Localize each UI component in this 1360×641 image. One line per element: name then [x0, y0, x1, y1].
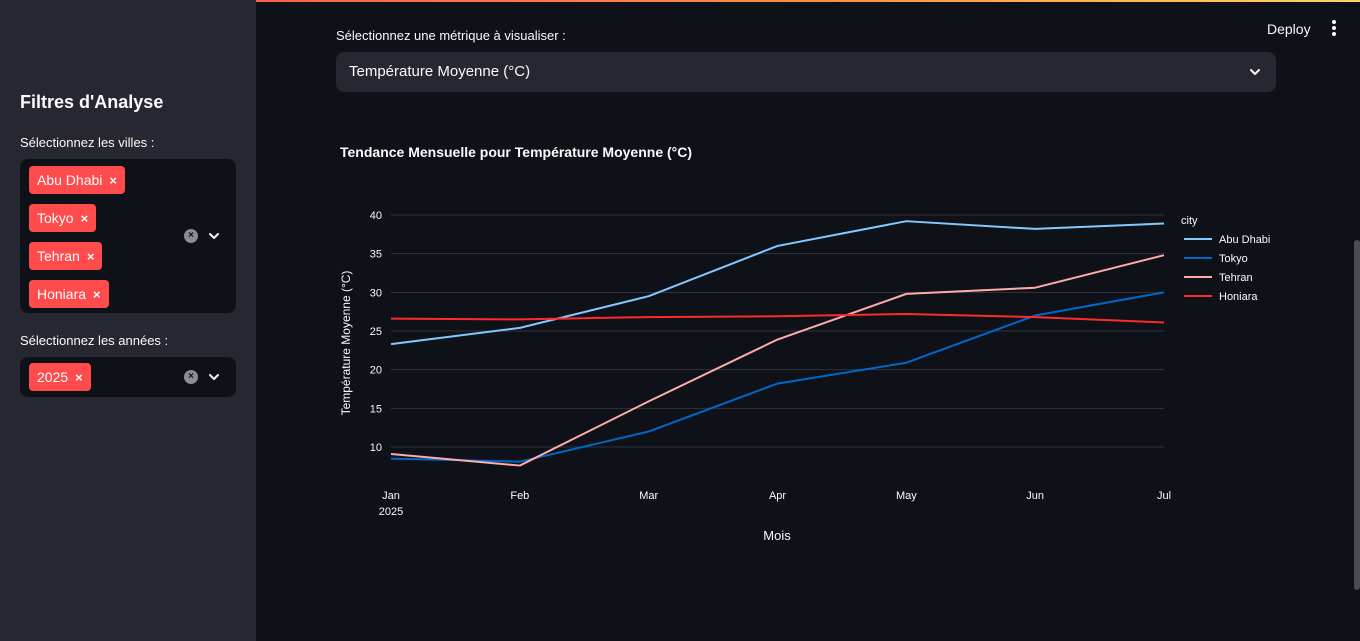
city-tag[interactable]: Tokyo × — [29, 204, 97, 232]
y-axis-label: Température Moyenne (°C) — [339, 271, 353, 416]
y-tick-label: 20 — [370, 365, 382, 377]
remove-tag-icon[interactable]: × — [93, 287, 101, 302]
city-tag[interactable]: Honiara × — [29, 280, 109, 308]
deploy-button[interactable]: Deploy — [1267, 21, 1311, 37]
series-line[interactable] — [390, 291, 1165, 463]
city-tag-label: Abu Dhabi — [37, 172, 103, 188]
y-tick-label: 10 — [370, 442, 382, 454]
cities-label: Sélectionnez les villes : — [20, 135, 155, 150]
x-tick-label: Jul — [1157, 490, 1171, 502]
x-tick-label: Apr — [769, 490, 786, 502]
remove-tag-icon[interactable]: × — [80, 211, 89, 226]
x-year-label: 2025 — [379, 506, 403, 518]
y-tick-label: 25 — [370, 326, 382, 338]
sidebar: Filtres d'Analyse Sélectionnez les ville… — [0, 0, 256, 641]
kebab-menu-icon[interactable] — [1330, 20, 1338, 38]
clear-all-icon[interactable]: × — [184, 370, 198, 384]
city-tag-label: Tokyo — [37, 210, 74, 226]
remove-tag-icon[interactable]: × — [75, 370, 83, 385]
city-tag[interactable]: Tehran × — [29, 242, 103, 270]
page-scrollbar[interactable] — [1354, 240, 1360, 590]
x-axis-label: Mois — [763, 528, 791, 543]
series-line[interactable] — [390, 220, 1165, 346]
city-tag[interactable]: Abu Dhabi × — [29, 166, 125, 194]
legend-item-label[interactable]: Honiara — [1219, 291, 1258, 303]
x-tick-label: May — [896, 490, 917, 502]
legend-item-label[interactable]: Abu Dhabi — [1219, 234, 1270, 246]
y-tick-label: 40 — [370, 210, 382, 222]
series-line[interactable] — [390, 254, 1165, 467]
years-label: Sélectionnez les années : — [20, 333, 169, 348]
y-tick-label: 15 — [370, 403, 382, 415]
x-tick-label: Jan — [382, 490, 400, 502]
x-tick-label: Feb — [510, 490, 529, 502]
cities-multiselect[interactable]: Abu Dhabi × Tokyo × Tehran × Honiara × × — [20, 159, 236, 313]
legend-item-label[interactable]: Tokyo — [1219, 253, 1248, 265]
legend-item-label[interactable]: Tehran — [1219, 272, 1253, 284]
chart-title: Tendance Mensuelle pour Température Moye… — [340, 144, 693, 160]
x-tick-label: Mar — [639, 490, 658, 502]
metric-label: Sélectionnez une métrique à visualiser : — [336, 28, 566, 43]
chevron-down-icon[interactable] — [1249, 66, 1261, 78]
metric-select[interactable]: Température Moyenne (°C) — [336, 52, 1276, 92]
x-tick-label: Jun — [1026, 490, 1044, 502]
chevron-down-icon[interactable] — [208, 371, 220, 383]
remove-tag-icon[interactable]: × — [109, 173, 117, 188]
year-tag-label: 2025 — [37, 369, 69, 385]
sidebar-title: Filtres d'Analyse — [20, 92, 164, 112]
top-accent-bar — [0, 0, 1360, 2]
chevron-down-icon[interactable] — [208, 230, 220, 242]
metric-select-value: Température Moyenne (°C) — [349, 63, 531, 80]
years-multiselect[interactable]: 2025 × × — [20, 357, 236, 397]
year-tag[interactable]: 2025 × — [29, 363, 91, 391]
remove-tag-icon[interactable]: × — [86, 249, 95, 264]
series-line[interactable] — [390, 312, 1165, 324]
y-tick-label: 35 — [370, 249, 382, 261]
clear-all-icon[interactable]: × — [184, 229, 198, 243]
y-tick-label: 30 — [370, 287, 382, 299]
city-tag-label: Tehran — [37, 248, 80, 264]
legend-title: city — [1181, 215, 1198, 227]
city-tag-label: Honiara — [37, 286, 87, 302]
